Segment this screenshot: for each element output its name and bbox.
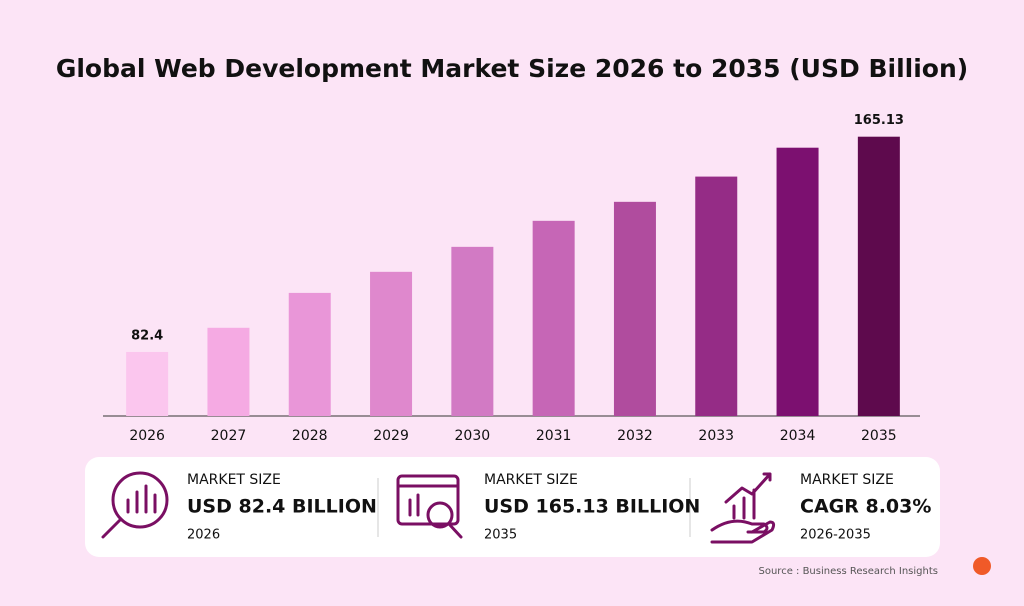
stat-period: 2035 (484, 528, 517, 543)
stat-value: CAGR 8.03% (800, 496, 931, 518)
source: Source : Business Research Insights (759, 566, 939, 577)
stat-card: MARKET SIZE USD 82.4 BILLION 2026 (187, 472, 377, 543)
x-tick-label: 2029 (373, 428, 409, 444)
stat-label: MARKET SIZE (187, 472, 281, 488)
bar (451, 246, 494, 416)
bar (776, 147, 819, 416)
bar (613, 201, 656, 416)
chart-title: Global Web Development Market Size 2026 … (56, 54, 968, 83)
bar (370, 271, 413, 416)
x-tick-label: 2028 (292, 428, 328, 444)
x-tick-label: 2031 (536, 428, 572, 444)
x-tick-label: 2034 (780, 428, 816, 444)
icon-search-chart (101, 471, 169, 539)
stat-label: MARKET SIZE (800, 472, 894, 488)
stat-period: 2026-2035 (800, 528, 871, 543)
icon-analytics (396, 474, 463, 539)
icon-growth (710, 472, 776, 544)
stat-card: MARKET SIZE USD 165.13 BILLION 2035 (484, 472, 700, 543)
bar (857, 136, 900, 416)
stat-value: USD 165.13 BILLION (484, 496, 700, 518)
bar (288, 292, 331, 416)
x-tick-label: 2032 (617, 428, 653, 444)
x-tick-label: 2030 (455, 428, 491, 444)
stat-period: 2026 (187, 528, 220, 543)
x-tick-label: 2026 (129, 428, 165, 444)
stats-panel (85, 457, 940, 557)
bar (532, 220, 575, 416)
bar (126, 351, 169, 416)
stat-label: MARKET SIZE (484, 472, 578, 488)
bar (207, 327, 250, 416)
value-label: 165.13 (854, 113, 904, 128)
stat-value: USD 82.4 BILLION (187, 496, 377, 518)
bar (695, 176, 738, 416)
logo (973, 557, 991, 575)
x-tick-label: 2035 (861, 428, 897, 444)
value-label: 82.4 (131, 328, 163, 343)
stat-card: MARKET SIZE CAGR 8.03% 2026-2035 (800, 472, 931, 543)
x-tick-label: 2027 (211, 428, 247, 444)
x-tick-label: 2033 (698, 428, 734, 444)
